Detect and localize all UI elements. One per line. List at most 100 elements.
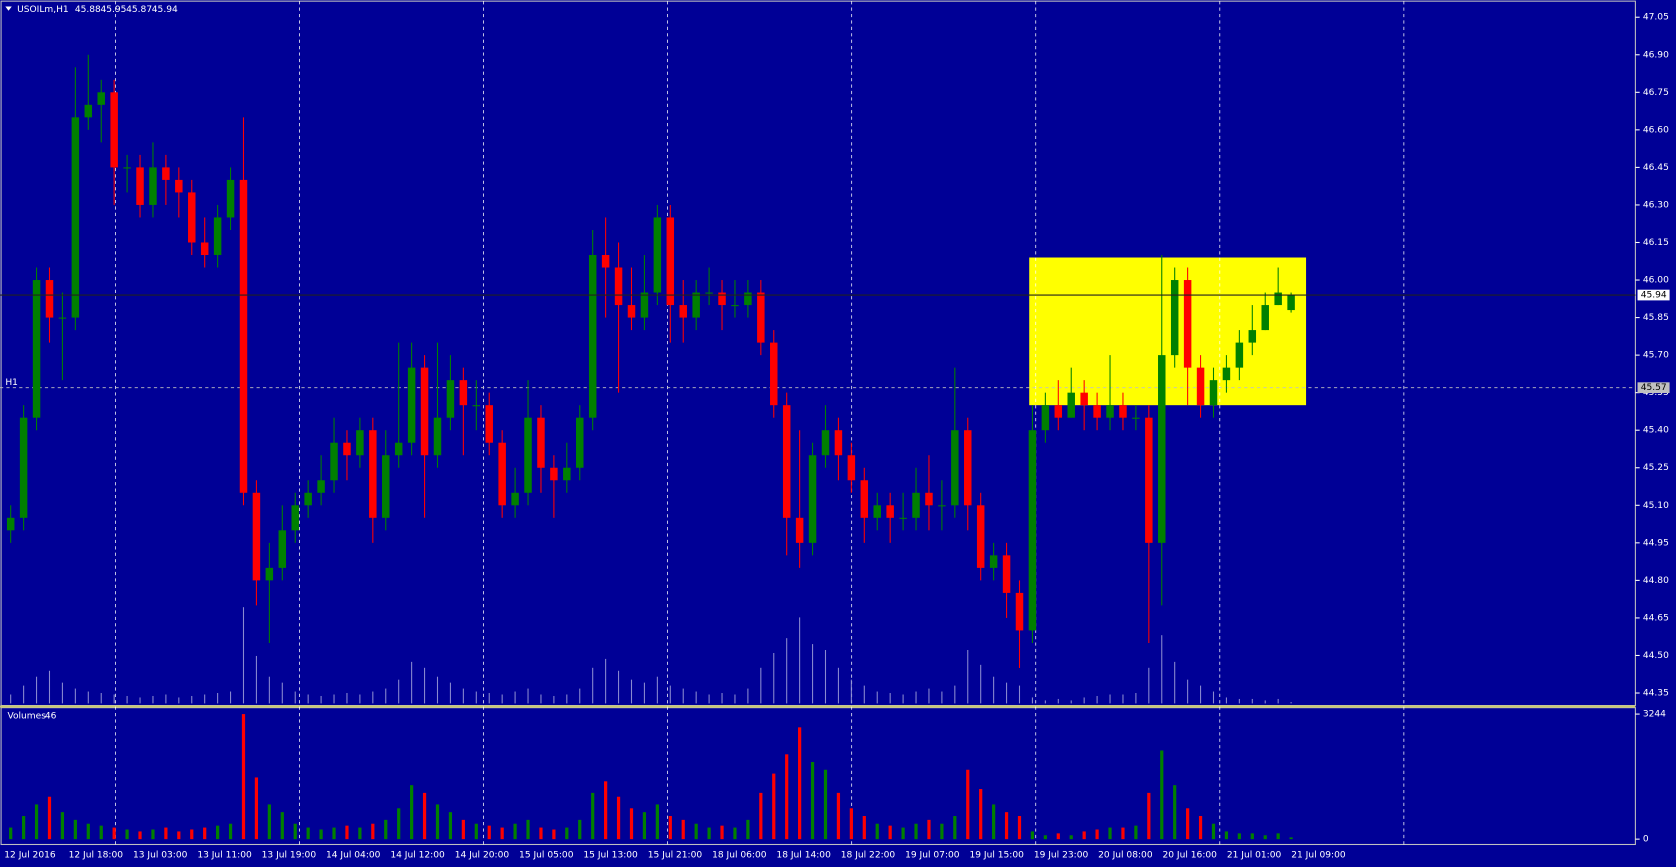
x-tick-label: 15 Jul 05:00 <box>519 851 574 861</box>
y-tick-label: 44.80 <box>1643 576 1669 586</box>
candle-body <box>511 492 519 506</box>
volume-bar <box>500 827 504 840</box>
x-tick-label: 18 Jul 06:00 <box>712 851 767 861</box>
candle-body <box>588 255 597 418</box>
candle-body <box>860 480 869 518</box>
volume-bar <box>513 823 517 840</box>
candle-body <box>1158 355 1166 543</box>
volume-bar <box>461 819 465 840</box>
x-tick-label: 18 Jul 14:00 <box>776 851 831 861</box>
candle-body <box>330 442 338 481</box>
candle-body <box>1106 405 1114 418</box>
candle-body <box>1028 430 1037 631</box>
h-line-tag <box>1637 382 1670 394</box>
volume-bar <box>1017 816 1022 840</box>
candle-body <box>1080 392 1088 406</box>
candle-body <box>446 380 455 418</box>
volume-bar <box>1108 827 1112 840</box>
volume-tick-label: 3244 <box>1643 710 1666 720</box>
candle-body <box>356 430 364 456</box>
candle-body <box>1119 405 1127 418</box>
x-tick-label: 14 Jul 20:00 <box>455 851 510 861</box>
volume-bar <box>1198 816 1203 840</box>
candle-body <box>757 292 765 343</box>
current-price-tag <box>1637 289 1670 301</box>
volume-bar <box>966 769 970 840</box>
h-line-name: H1 <box>5 378 18 388</box>
y-tick-label: 44.95 <box>1643 538 1669 548</box>
volume-bar <box>953 816 957 840</box>
volume-bar <box>254 777 259 840</box>
candle-body <box>795 517 804 543</box>
candle-body <box>731 305 739 307</box>
candle-body <box>614 267 623 306</box>
volume-bar <box>552 829 556 840</box>
candle-body <box>653 217 662 293</box>
volume-bar <box>759 792 763 840</box>
candle-body <box>873 505 881 518</box>
candle-body <box>123 167 131 169</box>
volume-bar <box>1289 837 1293 840</box>
x-tick-label: 20 Jul 08:00 <box>1098 851 1153 861</box>
volume-bar <box>203 827 207 840</box>
volume-bar <box>733 827 737 840</box>
volume-bar <box>526 819 530 840</box>
candle-body <box>563 467 571 481</box>
volume-bar <box>177 831 181 840</box>
y-tick-label: 46.30 <box>1643 200 1669 210</box>
candle-body <box>472 405 481 407</box>
y-tick-label: 46.60 <box>1643 125 1669 135</box>
x-tick-label: 13 Jul 19:00 <box>262 851 317 861</box>
candle-body <box>317 480 325 493</box>
volume-bar <box>267 804 271 840</box>
volume-bar <box>668 816 672 840</box>
volume-bar <box>849 808 853 840</box>
candle-body <box>1261 305 1269 331</box>
candle-body <box>899 517 907 519</box>
volume-bar <box>785 754 789 840</box>
x-tick-label: 19 Jul 07:00 <box>905 851 960 861</box>
header-icon <box>5 6 12 11</box>
candle-body <box>847 455 856 481</box>
volume-bar <box>539 827 543 840</box>
volume-bar <box>681 819 685 840</box>
volume-bar <box>397 808 401 840</box>
candle-body <box>705 292 713 294</box>
volume-bar <box>422 792 427 840</box>
y-tick-label: 45.85 <box>1643 313 1669 323</box>
y-tick-label: 46.15 <box>1643 238 1669 248</box>
volume-bar <box>358 827 362 840</box>
y-tick-label: 44.50 <box>1643 651 1669 661</box>
volume-bar <box>1069 835 1073 840</box>
candle-body <box>601 255 610 268</box>
volume-bar <box>73 819 77 840</box>
volume-bar <box>241 714 246 840</box>
volume-last: 46 <box>45 712 57 722</box>
volume-bar <box>1121 827 1125 840</box>
volume-bar <box>1173 785 1177 840</box>
candle-body <box>808 455 817 543</box>
volume-bar <box>707 827 711 840</box>
volume-bar <box>992 804 996 840</box>
candle-body <box>1170 280 1179 356</box>
volume-bar <box>823 769 828 840</box>
volume-bar <box>190 829 194 840</box>
volume-bar <box>1082 831 1086 840</box>
candle-body <box>925 492 933 506</box>
y-tick-label: 45.55 <box>1643 388 1669 398</box>
candle-body <box>938 505 946 507</box>
candle-body <box>1054 405 1063 418</box>
candle-body <box>1041 405 1050 431</box>
volume-bar <box>1276 833 1280 840</box>
candle-body <box>239 179 248 493</box>
volume-bar <box>1263 835 1267 840</box>
candle-body <box>1145 417 1153 543</box>
volume-bar <box>371 823 375 840</box>
x-tick-label: 19 Jul 23:00 <box>1034 851 1089 861</box>
volume-bar <box>9 827 13 840</box>
candle-body <box>1183 280 1192 368</box>
candle-body <box>640 292 649 318</box>
candle-body <box>200 242 209 256</box>
symbol-title: USOILm,H1 <box>17 5 69 15</box>
current-price-label: 45.94 <box>1641 291 1667 301</box>
